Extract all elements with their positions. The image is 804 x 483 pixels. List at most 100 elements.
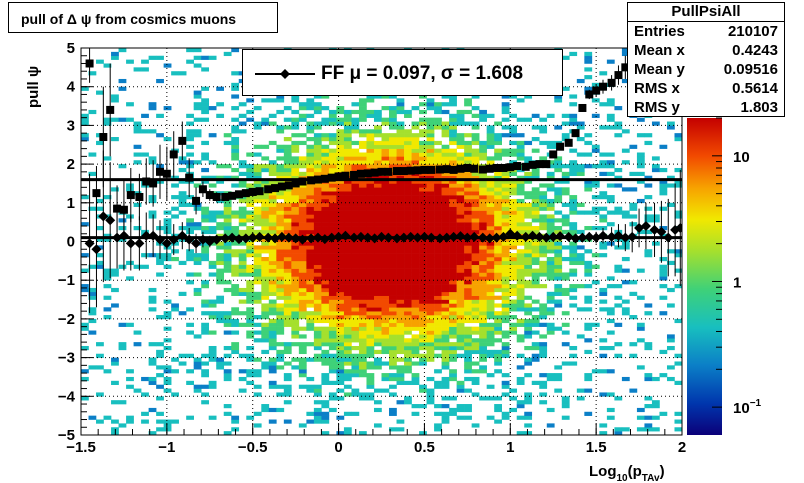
heatmap-cell	[246, 284, 255, 289]
heatmap-cell	[419, 326, 427, 331]
heatmap-cell	[328, 260, 337, 266]
heatmap-cell	[283, 268, 292, 273]
heatmap-cell	[464, 160, 472, 165]
heatmap-cell	[659, 349, 668, 355]
heatmap-cell	[88, 330, 97, 335]
heatmap-cell	[366, 191, 375, 196]
heatmap-cell	[96, 206, 104, 211]
heatmap-cell	[524, 357, 533, 362]
heatmap-cell	[373, 117, 382, 122]
data-point-diamond	[577, 232, 588, 243]
heatmap-cell	[366, 295, 375, 300]
heatmap-cell	[268, 345, 277, 351]
heatmap-cell	[381, 280, 390, 285]
heatmap-cell	[96, 90, 104, 95]
heatmap-cell	[298, 249, 307, 254]
data-point-diamond	[276, 231, 287, 242]
heatmap-cell	[479, 287, 487, 293]
heatmap-cell	[306, 214, 315, 219]
heatmap-cell	[276, 171, 285, 177]
data-point-square	[135, 192, 144, 201]
heatmap-cell	[516, 218, 525, 223]
heatmap-cell	[464, 253, 472, 258]
heatmap-cell	[291, 280, 300, 285]
heatmap-cell	[486, 214, 495, 219]
heatmap-cell	[606, 98, 615, 103]
heatmap-cell	[554, 268, 563, 273]
heatmap-cell	[516, 214, 525, 219]
heatmap-cell	[163, 338, 172, 343]
heatmap-cell	[141, 113, 149, 118]
heatmap-cell	[238, 210, 247, 215]
heatmap-cell	[328, 148, 337, 153]
heatmap-cell	[606, 59, 615, 64]
heatmap-cell	[441, 245, 450, 250]
heatmap-cell	[261, 338, 270, 343]
data-point-square	[228, 191, 237, 200]
heatmap-cell	[381, 148, 390, 153]
heatmap-cell	[328, 268, 337, 273]
heatmap-cell	[606, 318, 615, 324]
heatmap-cell	[456, 388, 465, 393]
heatmap-cell	[584, 338, 593, 343]
heatmap-cell	[629, 202, 638, 207]
heatmap-cell	[494, 268, 502, 273]
heatmap-cell	[358, 299, 367, 304]
heatmap-cell	[358, 117, 367, 122]
heatmap-cell	[599, 253, 608, 258]
heatmap-cell	[486, 315, 495, 320]
heatmap-cell	[539, 380, 548, 385]
heatmap-cell	[216, 214, 225, 219]
heatmap-cell	[501, 373, 510, 378]
heatmap-cell	[351, 218, 360, 223]
heatmap-cell	[546, 202, 555, 207]
heatmap-cell	[321, 400, 330, 405]
heatmap-cell	[546, 276, 555, 281]
heatmap-cell	[389, 245, 397, 250]
y-tick-label: 3	[67, 117, 75, 134]
heatmap-cell	[441, 419, 450, 424]
heatmap-cell	[366, 376, 375, 382]
heatmap-cell	[201, 67, 210, 72]
heatmap-cell	[133, 144, 142, 149]
heatmap-cell	[389, 113, 397, 118]
data-point-square	[320, 174, 329, 183]
heatmap-cell	[336, 144, 345, 149]
heatmap-cell	[373, 318, 382, 324]
heatmap-cell	[373, 299, 382, 304]
heatmap-cell	[171, 419, 179, 424]
heatmap-cell	[434, 311, 442, 316]
data-point-square	[350, 170, 359, 179]
heatmap-cell	[253, 268, 262, 273]
heatmap-cell	[96, 260, 104, 266]
heatmap-cell	[373, 264, 382, 269]
heatmap-cell	[373, 407, 382, 413]
heatmap-cell	[81, 133, 89, 138]
heatmap-cell	[636, 322, 645, 327]
heatmap-cell	[336, 326, 345, 331]
heatmap-cell	[216, 253, 225, 258]
heatmap-cell	[328, 345, 337, 351]
heatmap-cell	[389, 392, 397, 397]
heatmap-cell	[313, 106, 322, 111]
heatmap-cell	[336, 253, 345, 258]
heatmap-cell	[464, 307, 472, 312]
heatmap-cell	[223, 353, 232, 358]
heatmap-cell	[554, 272, 563, 277]
heatmap-cell	[261, 291, 270, 296]
heatmap-cell	[343, 214, 352, 219]
heatmap-cell	[253, 315, 262, 320]
heatmap-cell	[261, 256, 270, 262]
heatmap-cell	[591, 113, 600, 118]
heatmap-cell	[456, 117, 465, 122]
heatmap-cell	[268, 202, 277, 207]
stats-row: Entries 210107	[628, 22, 784, 41]
heatmap-cell	[231, 117, 240, 122]
heatmap-cell	[389, 125, 397, 130]
heatmap-cell	[306, 299, 315, 304]
heatmap-cell	[486, 299, 495, 304]
heatmap-cell	[313, 260, 322, 266]
heatmap-cell	[351, 272, 360, 277]
heatmap-cell	[366, 195, 375, 200]
y-tick-label: −5	[58, 427, 75, 444]
